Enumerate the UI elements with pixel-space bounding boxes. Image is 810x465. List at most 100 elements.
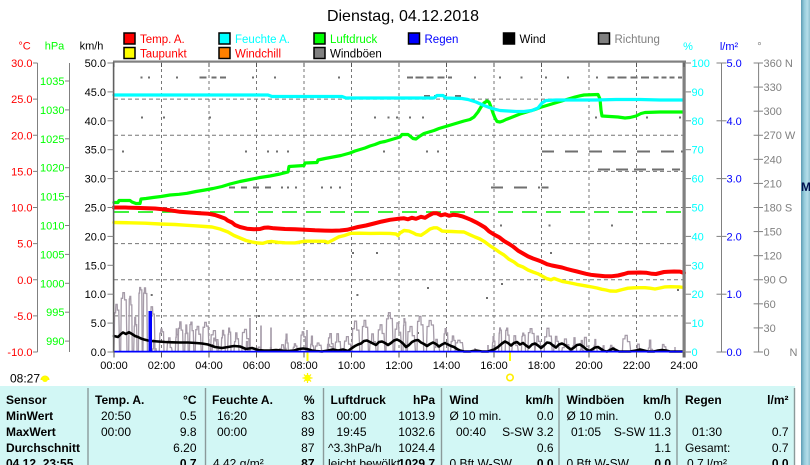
svg-text:00:00: 00:00 — [217, 425, 247, 439]
svg-text:300: 300 — [764, 106, 782, 118]
svg-text:35.0: 35.0 — [85, 145, 106, 157]
svg-text:10:00: 10:00 — [338, 360, 366, 372]
svg-text:Windböen: Windböen — [567, 393, 625, 407]
svg-text:Feuchte A.: Feuchte A. — [212, 393, 273, 407]
svg-text:S-SW 3.2: S-SW 3.2 — [502, 425, 554, 439]
svg-text:30: 30 — [692, 260, 704, 272]
svg-text:5.0: 5.0 — [727, 58, 742, 70]
svg-text:240: 240 — [764, 154, 782, 166]
svg-text:^3.3hPa/h: ^3.3hPa/h — [328, 441, 382, 455]
svg-text:°C: °C — [183, 393, 197, 407]
svg-text:1.0: 1.0 — [727, 289, 742, 301]
svg-text:1005: 1005 — [40, 249, 64, 261]
svg-text:45.0: 45.0 — [85, 87, 106, 99]
svg-text:0.6: 0.6 — [537, 441, 554, 455]
svg-text:2.0: 2.0 — [727, 231, 742, 243]
svg-text:83: 83 — [301, 409, 315, 423]
svg-text:1013.9: 1013.9 — [398, 409, 435, 423]
svg-text:18:00: 18:00 — [528, 360, 556, 372]
svg-text:Wind: Wind — [520, 34, 546, 46]
svg-text:Feuchte A.: Feuchte A. — [235, 34, 290, 46]
svg-text:40.0: 40.0 — [85, 116, 106, 128]
svg-text:0 Bft W-SW: 0 Bft W-SW — [450, 457, 513, 465]
svg-text:hPa: hPa — [45, 41, 65, 53]
svg-text:MaxWert: MaxWert — [6, 425, 56, 439]
svg-text:0.0: 0.0 — [654, 409, 671, 423]
svg-text:%: % — [304, 393, 315, 407]
svg-text:16:20: 16:20 — [217, 409, 247, 423]
svg-text:1032.6: 1032.6 — [398, 425, 435, 439]
svg-text:-10.0: -10.0 — [7, 347, 32, 359]
svg-text:01:30: 01:30 — [692, 425, 722, 439]
svg-text:00:00: 00:00 — [101, 425, 131, 439]
svg-text:08:00: 08:00 — [290, 360, 318, 372]
svg-text:60: 60 — [764, 299, 776, 311]
svg-text:Regen: Regen — [425, 34, 459, 46]
svg-text:Ø 10 min.: Ø 10 min. — [450, 409, 502, 423]
svg-text:06:00: 06:00 — [243, 360, 271, 372]
svg-text:15.0: 15.0 — [11, 166, 32, 178]
svg-text:90: 90 — [692, 87, 704, 99]
svg-text:16:00: 16:00 — [480, 360, 508, 372]
svg-text:22:00: 22:00 — [623, 360, 651, 372]
svg-text:Regen: Regen — [685, 393, 722, 407]
svg-text:0.0: 0.0 — [91, 347, 106, 359]
svg-text:Taupunkt: Taupunkt — [140, 49, 187, 61]
svg-text:9.8: 9.8 — [180, 425, 197, 439]
svg-text:0.0: 0.0 — [17, 275, 32, 287]
svg-text:20:50: 20:50 — [101, 409, 131, 423]
svg-text:50: 50 — [692, 203, 704, 215]
svg-text:3.0: 3.0 — [727, 174, 742, 186]
svg-text:360 N: 360 N — [764, 58, 793, 70]
svg-text:0.7 l/m²: 0.7 l/m² — [687, 457, 727, 465]
svg-text:0.0: 0.0 — [772, 457, 789, 465]
svg-text:leicht bewölkt: leicht bewölkt — [328, 457, 401, 465]
svg-text:87: 87 — [301, 441, 315, 455]
svg-text:hPa: hPa — [413, 393, 435, 407]
svg-text:0: 0 — [764, 347, 770, 359]
svg-text:25.0: 25.0 — [85, 203, 106, 215]
svg-text:1029.7: 1029.7 — [398, 457, 435, 465]
svg-text:Wind: Wind — [450, 393, 479, 407]
svg-text:1015: 1015 — [40, 192, 64, 204]
svg-text:12:00: 12:00 — [385, 360, 413, 372]
svg-text:00:00: 00:00 — [337, 409, 367, 423]
svg-text:150: 150 — [764, 227, 782, 239]
svg-text:60: 60 — [692, 174, 704, 186]
svg-text:l/m²: l/m² — [720, 41, 739, 53]
svg-text:Dienstag, 04.12.2018: Dienstag, 04.12.2018 — [327, 8, 479, 25]
svg-text:1035: 1035 — [40, 76, 64, 88]
svg-text:l/m²: l/m² — [767, 393, 788, 407]
svg-text:0.0: 0.0 — [727, 347, 742, 359]
svg-text:0.7: 0.7 — [180, 457, 197, 465]
svg-text:0.5: 0.5 — [180, 409, 197, 423]
svg-text:N: N — [790, 347, 798, 359]
svg-text:4.42 g/m²: 4.42 g/m² — [213, 457, 264, 465]
svg-text:10.0: 10.0 — [85, 289, 106, 301]
svg-text:1024.4: 1024.4 — [398, 441, 435, 455]
svg-text:0.0: 0.0 — [537, 457, 554, 465]
svg-text:24:00: 24:00 — [670, 360, 698, 372]
svg-text:1025: 1025 — [40, 134, 64, 146]
svg-text:S-SW 11.3: S-SW 11.3 — [614, 425, 671, 439]
svg-text:0.0: 0.0 — [537, 409, 554, 423]
svg-text:%: % — [683, 41, 693, 53]
svg-text:Luftdruck: Luftdruck — [330, 34, 378, 46]
svg-text:02:00: 02:00 — [148, 360, 176, 372]
svg-text:1010: 1010 — [40, 221, 64, 233]
svg-text:30: 30 — [764, 323, 776, 335]
svg-text:70: 70 — [692, 145, 704, 157]
svg-text:Sensor: Sensor — [6, 393, 47, 407]
svg-text:10.0: 10.0 — [11, 203, 32, 215]
svg-text:5.0: 5.0 — [17, 239, 32, 251]
svg-text:10: 10 — [692, 318, 704, 330]
svg-text:Windchill: Windchill — [235, 49, 281, 61]
svg-text:00:00: 00:00 — [100, 360, 128, 372]
svg-text:Luftdruck: Luftdruck — [331, 393, 387, 407]
svg-text:30.0: 30.0 — [85, 174, 106, 186]
svg-text:0.7: 0.7 — [772, 441, 789, 455]
svg-text:km/h: km/h — [80, 41, 104, 53]
svg-text:14:00: 14:00 — [433, 360, 461, 372]
svg-text:MinWert: MinWert — [6, 409, 53, 423]
svg-text:100: 100 — [692, 58, 710, 70]
